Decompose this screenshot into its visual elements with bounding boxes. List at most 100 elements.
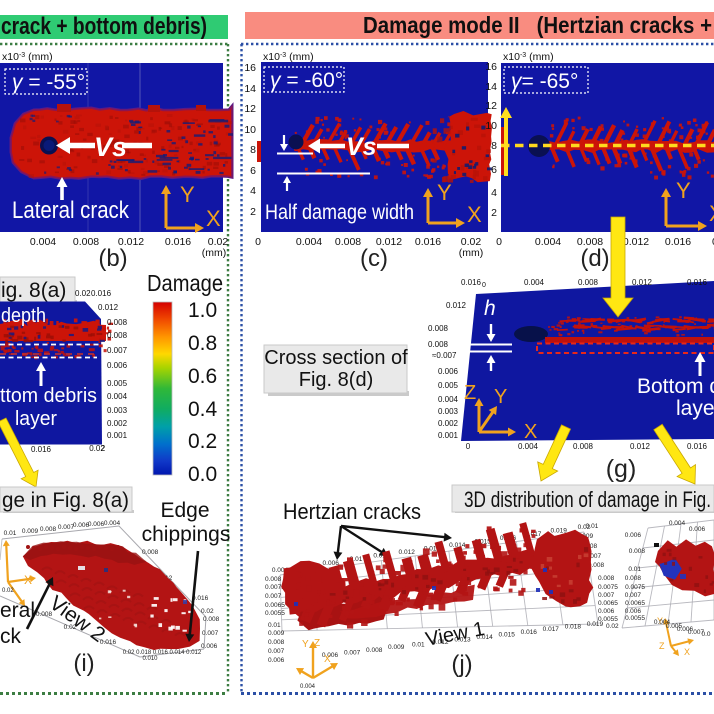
svg-text:x10-3 (mm): x10-3 (mm)	[503, 51, 554, 63]
svg-text:0.008: 0.008	[73, 236, 99, 248]
svg-text:(i): (i)	[73, 650, 94, 677]
svg-text:0.015: 0.015	[475, 538, 492, 545]
svg-text:0.2: 0.2	[188, 430, 217, 453]
svg-text:0.01: 0.01	[586, 523, 599, 530]
svg-text:ig. 8(a): ig. 8(a)	[1, 279, 66, 302]
svg-text:0.4: 0.4	[188, 398, 218, 421]
svg-text:ttom debris: ttom debris	[0, 385, 97, 407]
svg-text:10: 10	[485, 120, 497, 132]
svg-text:Z: Z	[314, 638, 320, 649]
svg-text:0.002: 0.002	[438, 419, 459, 428]
svg-text:x10-3 (mm): x10-3 (mm)	[2, 51, 53, 63]
svg-text:0.006: 0.006	[201, 643, 218, 650]
svg-text:ck: ck	[0, 625, 22, 648]
svg-text:0.006: 0.006	[625, 532, 642, 539]
svg-text:Cross section of: Cross section of	[264, 347, 408, 369]
svg-text:0.02: 0.02	[208, 236, 229, 248]
svg-text:Z: Z	[464, 382, 476, 404]
svg-text:0.004: 0.004	[518, 442, 539, 451]
svg-text:0.019: 0.019	[551, 528, 568, 535]
svg-text:0.01: 0.01	[350, 556, 363, 563]
svg-text:4: 4	[250, 185, 256, 197]
svg-text:2: 2	[101, 444, 106, 453]
svg-text:layer: layer	[676, 397, 714, 420]
svg-text:1.0: 1.0	[188, 299, 217, 322]
svg-text:0.02: 0.02	[578, 524, 591, 531]
svg-text:0.004: 0.004	[669, 520, 686, 527]
svg-text:0.006: 0.006	[438, 367, 459, 376]
svg-text:0.016: 0.016	[687, 442, 708, 451]
svg-text:0.008: 0.008	[598, 575, 615, 582]
svg-text:0.004: 0.004	[524, 278, 545, 287]
svg-text:X: X	[206, 206, 221, 231]
svg-text:0.008: 0.008	[428, 324, 449, 333]
svg-text:γ = -55°: γ = -55°	[12, 71, 85, 94]
svg-text:0.004: 0.004	[535, 236, 561, 248]
svg-text:0.008: 0.008	[578, 278, 599, 287]
svg-text:0.004: 0.004	[300, 684, 316, 690]
svg-text:0.007: 0.007	[202, 630, 219, 637]
svg-text:0.6: 0.6	[188, 365, 217, 388]
svg-text:(j): (j)	[451, 651, 472, 678]
svg-text:0.0075: 0.0075	[265, 584, 285, 591]
svg-text:(d): (d)	[580, 245, 609, 272]
svg-text:0.0075: 0.0075	[598, 584, 618, 591]
svg-text:0.008: 0.008	[588, 562, 605, 569]
svg-text:16: 16	[244, 62, 256, 74]
svg-text:crack + bottom debris): crack + bottom debris)	[1, 13, 207, 40]
svg-text:0.016: 0.016	[665, 236, 691, 248]
svg-text:(c): (c)	[360, 245, 388, 272]
svg-text:0.004: 0.004	[438, 395, 459, 404]
svg-text:Fig. 8(d): Fig. 8(d)	[299, 369, 373, 391]
svg-text:0.007: 0.007	[107, 346, 128, 355]
svg-text:0.016: 0.016	[461, 278, 482, 287]
svg-text:0.008: 0.008	[107, 331, 128, 340]
svg-text:Half damage width: Half damage width	[265, 201, 414, 224]
svg-text:Y: Y	[302, 639, 309, 650]
svg-text:0.02: 0.02	[201, 608, 214, 615]
svg-text:(mm): (mm)	[459, 247, 484, 259]
svg-text:0.004: 0.004	[30, 236, 56, 248]
svg-text:4: 4	[491, 187, 497, 199]
svg-text:0.012: 0.012	[399, 549, 416, 556]
svg-text:0.01: 0.01	[628, 566, 641, 573]
svg-text:x10-3 (mm): x10-3 (mm)	[263, 51, 314, 63]
svg-text:0.007: 0.007	[265, 593, 282, 600]
svg-text:ge in Fig. 8(a): ge in Fig. 8(a)	[2, 489, 129, 512]
svg-text:0.001: 0.001	[107, 431, 128, 440]
svg-text:0.004: 0.004	[296, 236, 322, 248]
svg-text:0.0055: 0.0055	[625, 615, 645, 622]
svg-text:Edge: Edge	[160, 499, 209, 522]
svg-text:0.009: 0.009	[388, 644, 405, 651]
svg-text:0.016: 0.016	[31, 445, 52, 454]
svg-text:0.014: 0.014	[476, 634, 493, 641]
svg-text:0.006: 0.006	[107, 361, 128, 370]
svg-text:2: 2	[491, 207, 497, 219]
svg-text:14: 14	[485, 81, 497, 93]
svg-text:Y: Y	[657, 616, 663, 626]
svg-text:0.016: 0.016	[100, 639, 117, 646]
svg-text:depth: depth	[1, 305, 46, 327]
svg-text:0.016: 0.016	[165, 236, 191, 248]
svg-text:X: X	[324, 654, 331, 665]
svg-text:0.0055: 0.0055	[598, 616, 618, 623]
svg-text:Vs: Vs	[346, 133, 377, 161]
svg-text:0.012: 0.012	[632, 278, 653, 287]
svg-text:layer: layer	[15, 408, 57, 430]
svg-text:0.012: 0.012	[118, 236, 144, 248]
svg-text:0.013: 0.013	[424, 546, 441, 553]
svg-text:View 1: View 1	[424, 618, 487, 651]
svg-text:0.8: 0.8	[188, 332, 217, 355]
svg-text:0.008: 0.008	[366, 647, 383, 654]
svg-text:0: 0	[482, 282, 486, 289]
svg-text:8: 8	[491, 140, 497, 152]
svg-text:0.007: 0.007	[688, 629, 705, 636]
svg-text:12: 12	[485, 100, 497, 112]
svg-text:10: 10	[244, 124, 256, 136]
svg-text:X: X	[524, 421, 537, 443]
svg-text:0.003: 0.003	[438, 407, 459, 416]
svg-text:0.007: 0.007	[585, 553, 602, 560]
svg-text:chippings: chippings	[142, 523, 231, 546]
svg-text:0.02: 0.02	[75, 289, 91, 298]
svg-text:0.02: 0.02	[2, 588, 14, 594]
